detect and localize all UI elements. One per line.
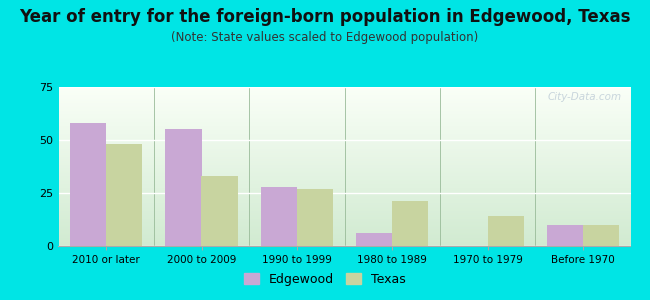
Bar [583, 225, 619, 246]
Text: (Note: State values scaled to Edgewood population): (Note: State values scaled to Edgewood p… [172, 32, 478, 44]
Bar [106, 144, 142, 246]
Bar [202, 176, 238, 246]
Bar [165, 129, 202, 246]
Bar [547, 225, 583, 246]
Bar [392, 202, 428, 246]
Text: Year of entry for the foreign-born population in Edgewood, Texas: Year of entry for the foreign-born popul… [20, 8, 630, 26]
Bar [488, 216, 524, 246]
Bar [70, 123, 106, 246]
Legend: Edgewood, Texas: Edgewood, Texas [239, 268, 411, 291]
Bar [297, 189, 333, 246]
Bar [356, 233, 392, 246]
Text: City-Data.com: City-Data.com [548, 92, 622, 102]
Bar [261, 187, 297, 246]
